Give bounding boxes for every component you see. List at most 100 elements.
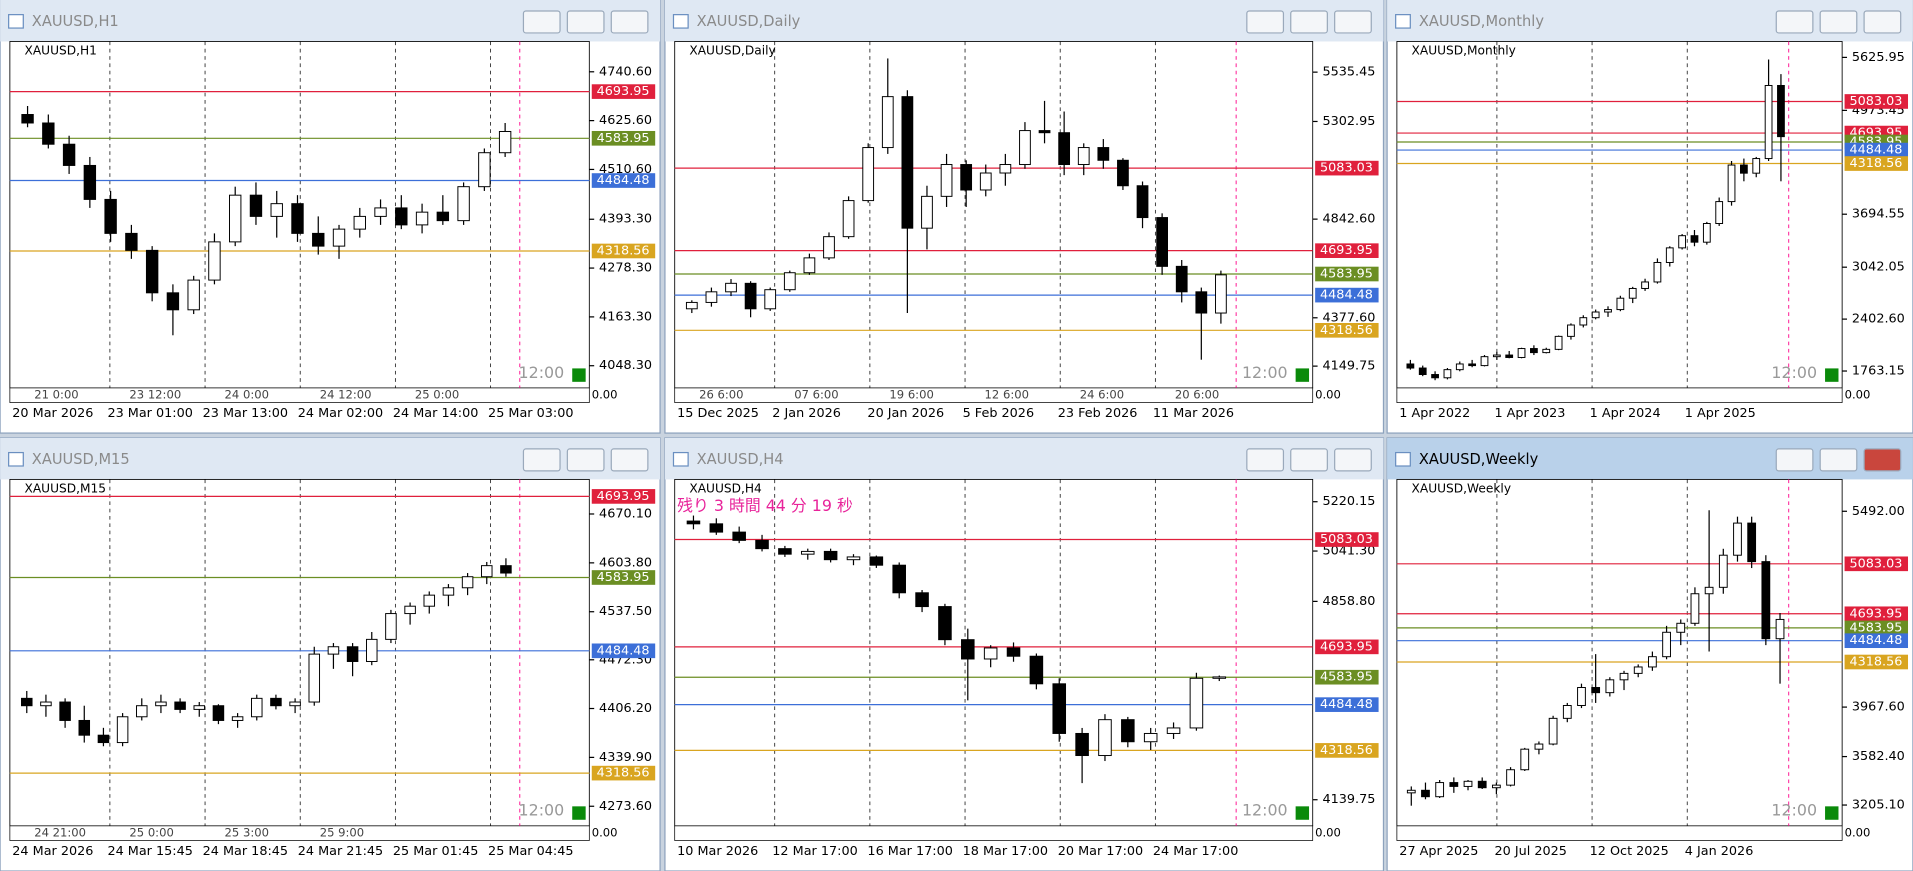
close-button[interactable] <box>1334 448 1372 472</box>
candle-body <box>1505 354 1514 358</box>
symbol-label: XAUUSD,Weekly <box>1412 482 1512 496</box>
scroll-label: 12 6:00 <box>985 388 1029 402</box>
one-click-box[interactable] <box>1295 806 1310 820</box>
chart-window[interactable]: XAUUSD,Weekly 27 Apr 2025 20 Jul 2025 12 Oc… <box>1386 437 1913 871</box>
window-title: XAUUSD,H4 <box>697 451 784 468</box>
x-tick-label: 12 Oct 2025 <box>1590 844 1669 859</box>
price-level-tag <box>591 570 656 585</box>
minimize-button[interactable] <box>1775 448 1814 472</box>
candle-body <box>803 257 816 274</box>
minimize-button[interactable] <box>522 448 561 472</box>
y-tick-label: 4377.60 <box>1322 310 1375 325</box>
candle-body <box>1764 84 1773 160</box>
price-level-tag <box>1844 620 1909 636</box>
y-tick-label: 4625.60 <box>599 113 652 128</box>
candle-body <box>1468 363 1477 367</box>
x-tick-label: 24 Mar 17:00 <box>1153 844 1238 859</box>
maximize-button[interactable] <box>566 448 605 472</box>
x-tick-label: 25 Mar 03:00 <box>488 406 573 421</box>
candle-body <box>62 143 76 166</box>
maximize-button[interactable] <box>1290 10 1328 34</box>
close-button[interactable] <box>610 448 649 472</box>
scale-label: 0.00 <box>1845 826 1871 840</box>
candle-body <box>1136 185 1149 219</box>
close-button[interactable] <box>1334 10 1372 34</box>
price-level-tag <box>1844 654 1909 670</box>
candle-body <box>1421 789 1430 798</box>
chart-window[interactable]: XAUUSD,H1 20 Mar 2026 23 Mar 01:00 23 Mar 1… <box>0 0 661 434</box>
price-level-tag <box>1844 94 1909 109</box>
candle-body <box>1733 522 1742 556</box>
remaining-time: 残り 3 時間 44 分 19 秒 <box>677 496 853 515</box>
x-tick-label: 1 Apr 2024 <box>1590 406 1661 421</box>
one-click-box[interactable] <box>1295 368 1310 382</box>
y-tick-label: 3582.40 <box>1852 749 1905 764</box>
timeframe-button[interactable]: Y1 <box>1430 56 1446 70</box>
maximize-button[interactable] <box>1290 448 1328 472</box>
candle-body <box>251 697 263 718</box>
minimize-button[interactable] <box>1246 448 1285 472</box>
maximize-button[interactable] <box>566 10 605 34</box>
candle-body <box>1215 274 1227 314</box>
y-tick-label: 1763.15 <box>1852 364 1905 379</box>
y-tick-label: 4139.75 <box>1322 792 1375 807</box>
symbol-label: XAUUSD,H4 <box>689 482 762 496</box>
candle-body <box>461 576 474 589</box>
candle-body <box>212 705 225 721</box>
one-click-box[interactable] <box>1825 368 1839 382</box>
candle-body <box>42 122 55 145</box>
candle-body <box>921 195 933 229</box>
x-tick-label: 1 Apr 2025 <box>1685 406 1756 421</box>
candle-body <box>1077 147 1090 166</box>
y-tick-label: 3694.55 <box>1852 207 1905 222</box>
y-tick-label: 5492.00 <box>1852 504 1905 519</box>
price-level-label: 4693.95 <box>597 84 650 99</box>
price-level-tag <box>1315 266 1379 282</box>
x-tick-label: 24 Mar 2026 <box>12 844 93 859</box>
price-level-tag <box>591 243 656 259</box>
candle-body <box>404 605 416 615</box>
close-button[interactable] <box>1863 10 1902 34</box>
price-level-tag <box>1315 743 1379 758</box>
price-level-label: 4583.95 <box>597 131 650 146</box>
candle-body <box>78 719 91 736</box>
candle-body <box>59 701 71 721</box>
candle-body <box>1121 719 1135 743</box>
price-level-label: 4484.48 <box>597 643 650 658</box>
candle-body <box>500 565 512 574</box>
chart-window[interactable]: XAUUSD,Daily 15 Dec 2025 2 Jan 2026 20 Jan … <box>664 0 1385 434</box>
candle-body <box>1604 309 1612 313</box>
y-tick-label: 4278.30 <box>599 261 652 276</box>
candle-body <box>800 550 815 555</box>
candle-body <box>1619 672 1629 681</box>
candle-body <box>312 232 325 247</box>
plot-frame <box>1396 478 1843 827</box>
chart-window[interactable]: XAUUSD,M15 24 Mar 2026 24 Mar 15:45 24 Mar … <box>0 437 661 871</box>
window-title: XAUUSD,Daily <box>697 13 801 30</box>
x-tick-label: 5 Feb 2026 <box>963 406 1035 421</box>
y-tick-label: 2402.60 <box>1852 312 1905 327</box>
minimize-button[interactable] <box>1246 10 1285 34</box>
chart-window[interactable]: XAUUSD,Monthly 1 Apr 2022 1 Apr 2023 1 Apr … <box>1386 0 1913 434</box>
one-click-box[interactable] <box>572 806 586 820</box>
one-click-box[interactable] <box>572 368 586 382</box>
chart-window[interactable]: XAUUSD,H4 10 Mar 2026 12 Mar 17:00 16 Mar 1… <box>664 437 1385 871</box>
symbol-label: XAUUSD,M15 <box>25 482 107 496</box>
candle-body <box>983 647 998 660</box>
candle-body <box>1435 782 1445 798</box>
close-button[interactable] <box>1863 448 1902 472</box>
maximize-button[interactable] <box>1819 448 1858 472</box>
one-click-box[interactable] <box>1825 806 1839 820</box>
x-tick-label: 1 Apr 2023 <box>1494 406 1565 421</box>
candle-body <box>1648 656 1657 668</box>
maximize-button[interactable] <box>1819 10 1858 34</box>
candle-body <box>1554 335 1563 350</box>
minimize-button[interactable] <box>522 10 561 34</box>
candle-body <box>1718 554 1728 588</box>
close-button[interactable] <box>610 10 649 34</box>
minimize-button[interactable] <box>1775 10 1814 34</box>
scroll-strip <box>9 387 590 403</box>
candle-body <box>1480 356 1489 367</box>
candle-body <box>1449 782 1459 787</box>
price-level-label: 4484.48 <box>1320 288 1373 303</box>
